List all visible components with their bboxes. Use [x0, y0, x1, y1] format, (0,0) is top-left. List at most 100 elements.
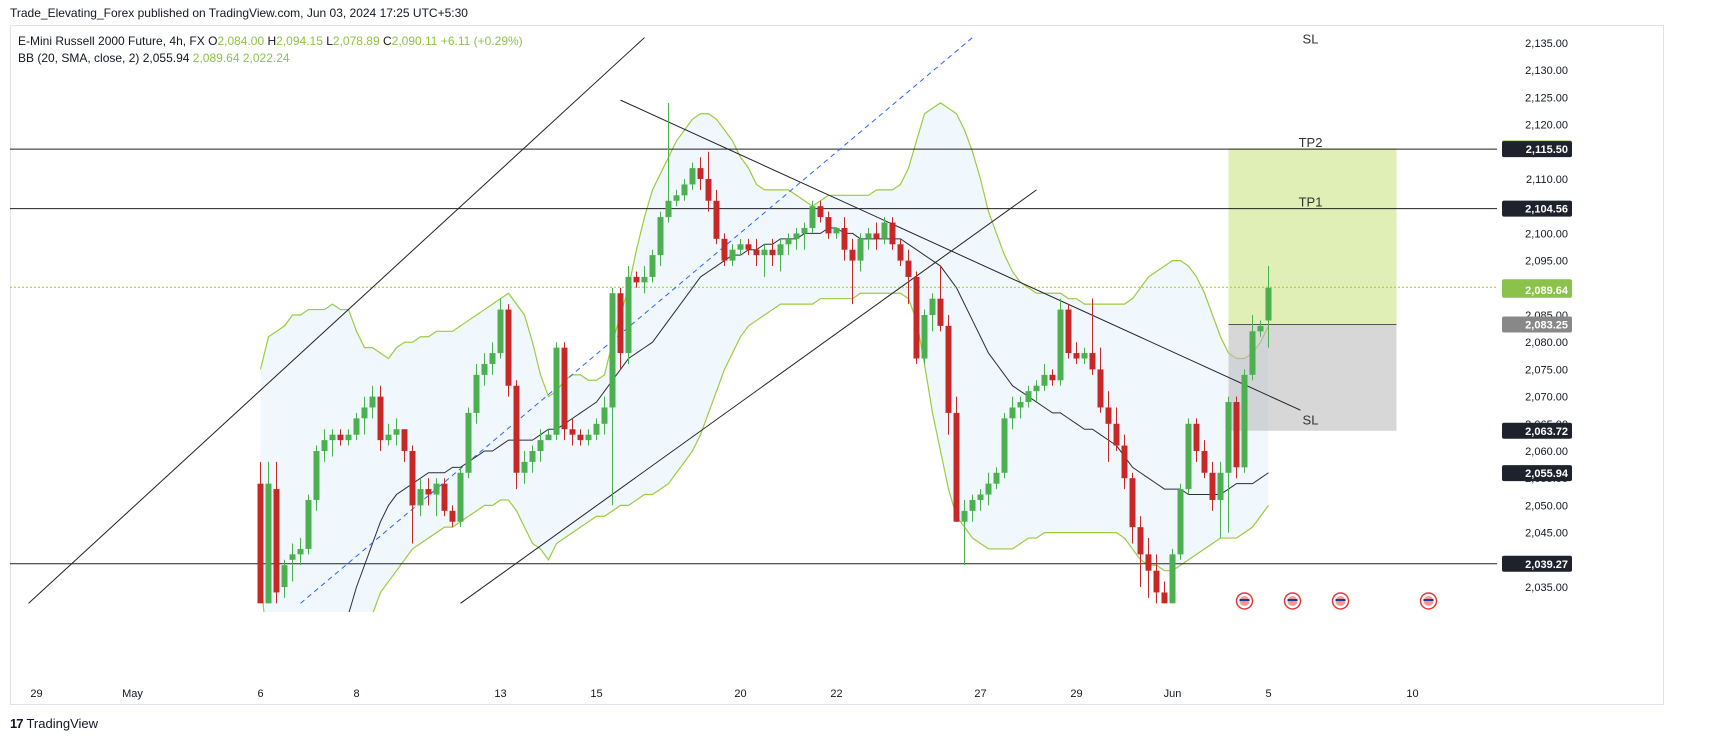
candle-body	[1257, 325, 1264, 332]
candle-body	[721, 238, 728, 261]
candle-body	[1081, 353, 1088, 359]
candle-body	[353, 418, 360, 435]
candle-body	[561, 347, 568, 430]
candle-body	[617, 293, 624, 354]
candle-body	[1145, 554, 1152, 571]
candle-body	[745, 244, 752, 250]
candle-body	[465, 412, 472, 473]
x-axis-tick-label: 8	[353, 688, 359, 700]
x-axis-tick-label: 29	[1070, 688, 1082, 700]
candle-body	[985, 483, 992, 495]
price-axis-label-text: 2,115.50	[1526, 144, 1568, 156]
candle-body	[793, 233, 800, 239]
y-axis-tick-label: 2,045.00	[1525, 528, 1568, 540]
symbol-legend: E-Mini Russell 2000 Future, 4h, FX O2,08…	[18, 34, 523, 48]
candle-body	[737, 244, 744, 250]
candle-body	[1057, 309, 1064, 381]
candle-body	[481, 363, 488, 375]
price-axis-label-text: 2,089.64	[1525, 285, 1569, 297]
candle-body	[881, 222, 888, 239]
candle-body	[401, 429, 408, 451]
price-axis-label: 2,039.27	[1502, 555, 1572, 572]
candle-body	[521, 461, 528, 473]
position-loss-zone	[1228, 324, 1397, 431]
y-axis-tick-label: 2,095.00	[1525, 256, 1568, 268]
candle-body	[585, 434, 592, 441]
candle-body	[409, 451, 416, 506]
candle-body	[1137, 527, 1144, 555]
low-value: 2,078.89	[332, 34, 380, 48]
candle-body	[969, 499, 976, 511]
candle-body	[553, 347, 560, 435]
candle-body	[1225, 402, 1232, 473]
candle-body	[505, 309, 512, 386]
candle-body	[961, 510, 968, 522]
bb-upper-value: 2,089.64	[192, 51, 240, 65]
economic-event-icon	[1235, 592, 1254, 610]
low-label: L	[326, 34, 333, 48]
candle-body	[1065, 309, 1072, 354]
candle-body	[569, 429, 576, 435]
candle-body	[577, 434, 584, 441]
candle-body	[449, 510, 456, 522]
trendline	[460, 189, 1037, 604]
candle-body	[473, 374, 480, 413]
candle-body	[489, 353, 496, 364]
bb-lower-value: 2,022.24	[242, 51, 290, 65]
candle-body	[945, 325, 952, 413]
plot-area: TP2 TP1 SL SL	[10, 32, 1497, 612]
y-axis-tick-label: 2,120.00	[1525, 120, 1568, 132]
trendline	[620, 99, 1301, 411]
candle-body	[777, 244, 784, 256]
y-axis-tick-label: 2,125.00	[1525, 92, 1568, 104]
bb-lower-line	[259, 292, 1269, 612]
candle-body	[385, 434, 392, 441]
open-value: 2,084.00	[217, 34, 265, 48]
high-label: H	[267, 34, 277, 48]
candle-body	[841, 227, 848, 250]
candle-body	[729, 249, 736, 261]
y-axis-tick-label: 2,100.00	[1525, 228, 1568, 240]
candle-body	[257, 483, 264, 604]
candle-body	[1233, 402, 1240, 468]
y-axis-tick-label: 2,075.00	[1525, 364, 1568, 376]
candle-body	[1017, 402, 1024, 408]
candle-body	[1033, 385, 1040, 392]
candle-body	[441, 483, 448, 511]
candle-body	[513, 385, 520, 473]
candle-body	[833, 227, 840, 234]
candle-body	[1121, 445, 1128, 479]
candle-body	[1265, 287, 1272, 321]
footer-brand[interactable]: 17 TradingView	[10, 716, 98, 731]
candle-body	[785, 238, 792, 245]
candle-body	[673, 195, 680, 201]
x-axis-tick-label: Jun	[1164, 688, 1182, 700]
position-label: SL	[1303, 413, 1319, 428]
candle-body	[393, 429, 400, 435]
position-profit-zone	[1228, 148, 1397, 325]
candle-body	[873, 233, 880, 239]
candle-body	[953, 412, 960, 522]
candle-body	[857, 238, 864, 261]
candle-body	[273, 489, 280, 593]
candle-body	[305, 499, 312, 549]
candle-body	[297, 548, 304, 555]
candle-body	[753, 249, 760, 256]
price-axis-label-text: 2,039.27	[1525, 559, 1568, 571]
candle-body	[657, 217, 664, 256]
candle-body	[929, 298, 936, 315]
candle-body	[1185, 423, 1192, 490]
open-label: O	[208, 34, 218, 48]
candle-body	[1113, 423, 1120, 446]
position-label: TP1	[1299, 195, 1323, 210]
brand-name: TradingView	[26, 716, 99, 731]
y-axis-tick-label: 2,130.00	[1525, 65, 1568, 77]
price-axis-label: 2,115.50	[1502, 141, 1572, 158]
candle-body	[345, 434, 352, 441]
candle-body	[545, 434, 552, 441]
symbol-name: E-Mini Russell 2000 Future, 4h, FX	[18, 34, 205, 48]
bb-fill	[260, 102, 1269, 612]
chart-frame[interactable]	[10, 25, 1664, 705]
x-axis-tick-label: 27	[974, 688, 986, 700]
